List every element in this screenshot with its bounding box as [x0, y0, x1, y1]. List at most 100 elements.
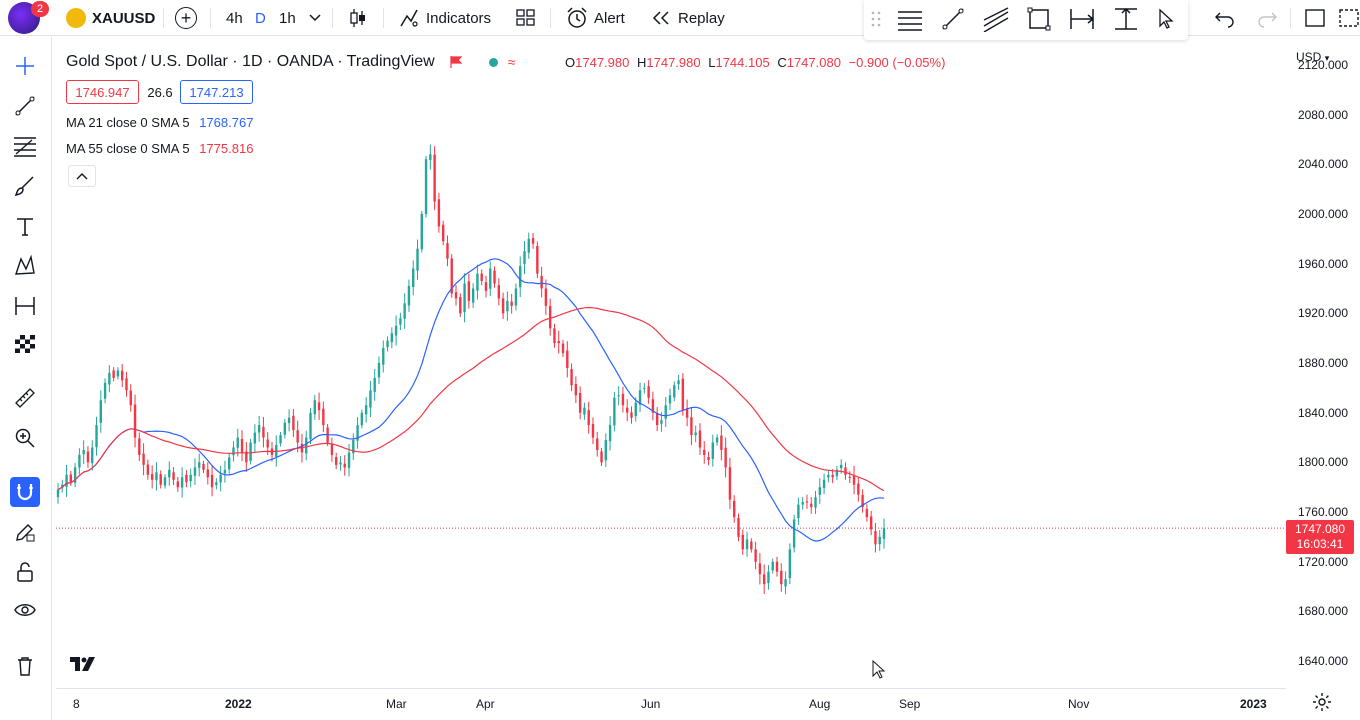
alarm-clock-icon[interactable] [565, 6, 589, 30]
measure-range-tool[interactable] [10, 291, 40, 321]
indicators-button[interactable]: Indicators [426, 9, 492, 27]
candle [711, 434, 715, 467]
undo-icon[interactable] [1214, 8, 1236, 28]
ma21-legend[interactable]: MA 21 close 0 SMA 5 1768.767 [66, 115, 253, 130]
candle [801, 497, 804, 510]
candle [844, 462, 847, 480]
date-range-icon[interactable] [1068, 6, 1096, 32]
layout-grid-icon[interactable] [515, 8, 537, 28]
zoom-in-tool[interactable] [10, 423, 40, 453]
candle [754, 541, 757, 570]
candle [750, 538, 753, 553]
ruler-icon [15, 388, 35, 408]
time-tick-label: Jun [641, 697, 661, 711]
candle [788, 543, 792, 585]
symbol-search-button[interactable]: XAUUSD [92, 9, 156, 27]
brush-icon [14, 176, 34, 197]
candle [574, 376, 578, 403]
eye-icon [14, 604, 36, 616]
interval-d-button[interactable]: D [255, 9, 266, 27]
candle [142, 443, 145, 476]
candle [758, 553, 762, 585]
flag-icon[interactable] [449, 55, 463, 69]
price-tick-label: 1920.000 [1297, 306, 1348, 321]
crosshair-tool[interactable] [10, 51, 40, 81]
remove-drawings-tool[interactable] [10, 651, 40, 681]
forecasting-tool[interactable] [10, 329, 40, 359]
candle [728, 457, 732, 510]
ruler-tool[interactable] [10, 383, 40, 413]
trend-line-icon[interactable] [940, 6, 966, 32]
candle [317, 392, 321, 420]
ma21-line [57, 258, 885, 542]
indicators-icon[interactable] [398, 7, 420, 29]
ma55-legend[interactable]: MA 55 close 0 SMA 5 1775.816 [66, 141, 253, 156]
candle [69, 470, 73, 486]
candle [480, 269, 483, 286]
text-tool[interactable] [10, 211, 40, 241]
chart-legend-title[interactable]: Gold Spot / U.S. Dollar · 1D · OANDA · T… [66, 52, 515, 72]
bar-close-countdown: 16:03:41 [1296, 537, 1344, 551]
candle [382, 340, 385, 373]
replay-rewind-icon[interactable] [651, 10, 671, 26]
candle [215, 478, 218, 490]
brush-tool[interactable] [10, 171, 40, 201]
candle [467, 273, 471, 309]
horizontal-lines-icon[interactable] [896, 6, 924, 32]
candle [557, 330, 560, 354]
drag-handle-icon[interactable] [870, 10, 882, 28]
candle [531, 233, 535, 249]
price-chart-canvas[interactable] [56, 40, 1286, 686]
chart-settings-gear-icon[interactable] [1312, 692, 1332, 712]
redo-icon[interactable] [1256, 8, 1278, 28]
candle [189, 468, 192, 488]
candle [869, 510, 873, 536]
collapse-legend-button[interactable] [68, 165, 96, 187]
left-drawing-toolbar [0, 37, 52, 720]
price-tick-label: 1680.000 [1297, 604, 1348, 619]
candle [664, 397, 667, 428]
candle [108, 365, 111, 393]
hide-drawings-tool[interactable] [10, 595, 40, 625]
candle [262, 416, 265, 448]
toolbar-divider [383, 8, 384, 28]
stay-in-drawing-mode-tool[interactable] [10, 517, 40, 547]
sell-price-button[interactable]: 1746.947 [66, 80, 139, 104]
interval-4h-button[interactable]: 4h [226, 9, 243, 27]
price-tick-label: 1800.000 [1297, 455, 1348, 470]
candle [416, 239, 419, 280]
buy-price-button[interactable]: 1747.213 [180, 80, 253, 104]
candles-chart-type-icon[interactable] [347, 7, 369, 29]
chevron-down-icon[interactable] [309, 13, 321, 23]
replay-button[interactable]: Replay [678, 9, 725, 27]
candle [591, 417, 595, 445]
cursor-arrow-icon[interactable] [1156, 8, 1176, 30]
screenshot-selection-icon[interactable] [1338, 8, 1360, 28]
candle [463, 273, 466, 323]
time-axis[interactable]: 8 2022 Mar Apr Jun Aug Sep Nov 2023 [56, 688, 1286, 718]
fibonacci-tool[interactable] [10, 131, 40, 161]
candle [745, 531, 749, 557]
alert-button[interactable]: Alert [594, 9, 625, 27]
magnet-mode-tool[interactable] [10, 477, 40, 507]
pattern-tool[interactable] [10, 251, 40, 281]
trend-line-tool[interactable] [10, 91, 40, 121]
price-axis[interactable]: 2120.000 2080.000 2040.000 2000.000 1960.000… [1286, 40, 1360, 686]
compare-symbol-button[interactable]: + [175, 7, 197, 29]
lock-drawings-tool[interactable] [10, 557, 40, 587]
currency-selector[interactable]: USD ▾ [1296, 50, 1329, 64]
candle [377, 356, 381, 385]
tradingview-logo-icon[interactable] [68, 652, 98, 676]
rectangle-icon[interactable] [1026, 6, 1052, 32]
currency-label: USD [1296, 50, 1322, 64]
candle [133, 394, 137, 448]
parallel-channel-icon[interactable] [982, 6, 1010, 32]
interval-1h-button[interactable]: 1h [279, 9, 296, 27]
candle [638, 382, 642, 413]
price-range-icon[interactable] [1112, 6, 1140, 32]
fullscreen-window-icon[interactable] [1304, 8, 1326, 28]
candle [249, 438, 252, 465]
candle [484, 275, 488, 298]
price-tick-label: 1640.000 [1297, 654, 1348, 669]
candle [399, 312, 402, 331]
